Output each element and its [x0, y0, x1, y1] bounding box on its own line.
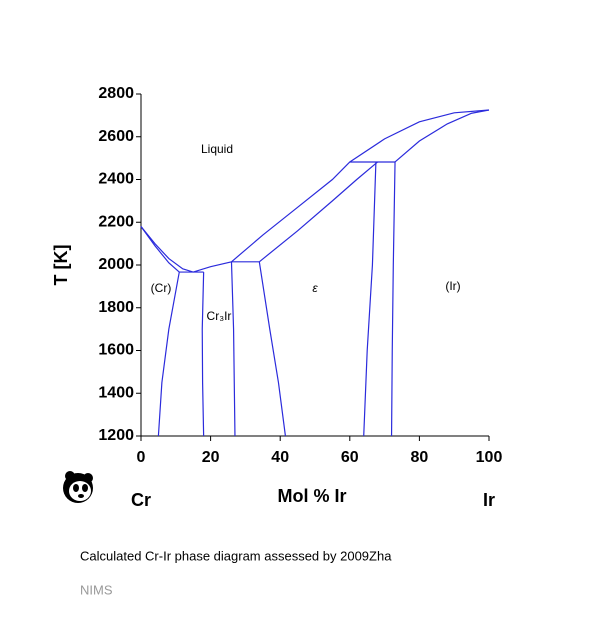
y-tick-label: 1600: [98, 342, 134, 359]
phase-label: (Cr): [151, 281, 172, 295]
phase-label: ε: [312, 281, 318, 295]
phase-boundary: [157, 271, 180, 437]
y-tick-label: 2000: [98, 256, 134, 273]
phase-boundary: [390, 161, 396, 437]
panda-icon: [63, 471, 93, 503]
x-tick-label: 0: [137, 449, 146, 466]
y-tick-label: 2600: [98, 128, 134, 145]
phase-boundary: [363, 161, 377, 437]
phase-label: Liquid: [201, 142, 233, 156]
x-tick-label: 100: [476, 449, 503, 466]
phase-label: Cr₃Ir: [207, 309, 232, 323]
phase-boundary: [140, 109, 490, 273]
x-right-label: Ir: [483, 490, 495, 510]
source: NIMS: [80, 582, 113, 597]
y-tick-label: 1400: [98, 384, 134, 401]
phase-boundary: [258, 261, 287, 437]
x-tick-label: 40: [271, 449, 289, 466]
y-tick-label: 2800: [98, 85, 134, 102]
x-tick-label: 60: [341, 449, 359, 466]
phase-boundary: [140, 226, 180, 273]
y-tick-label: 1200: [98, 427, 134, 444]
y-tick-label: 2200: [98, 213, 134, 230]
y-axis-label: T [K]: [51, 245, 71, 286]
x-tick-label: 80: [411, 449, 429, 466]
phase-boundary: [201, 272, 205, 437]
phase-label: (Ir): [445, 279, 460, 293]
y-tick-label: 1800: [98, 299, 134, 316]
phase-boundary: [394, 109, 490, 163]
phase-boundary: [258, 161, 379, 263]
x-tick-label: 20: [202, 449, 220, 466]
x-axis-label: Mol % Ir: [277, 486, 346, 506]
caption: Calculated Cr-Ir phase diagram assessed …: [80, 548, 392, 563]
phase-boundary: [230, 261, 236, 437]
x-left-label: Cr: [131, 490, 151, 510]
y-tick-label: 2400: [98, 171, 134, 188]
